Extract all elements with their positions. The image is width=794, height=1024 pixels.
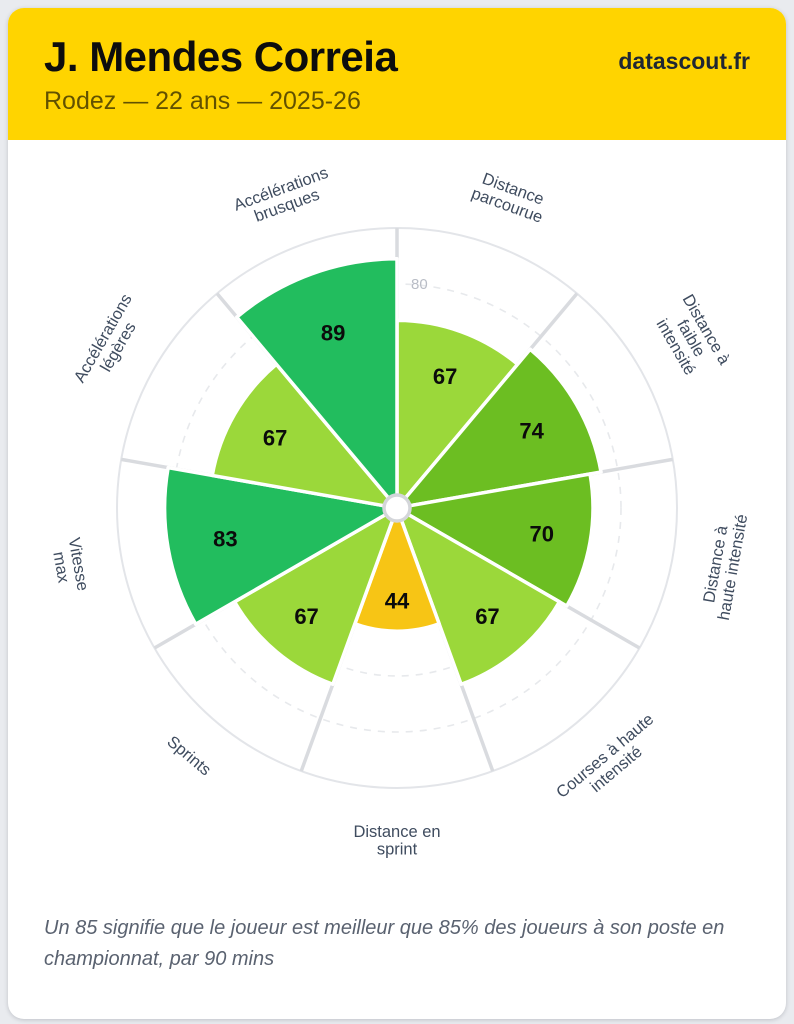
tick-label: 80: [411, 276, 428, 293]
slice-6: [232, 505, 399, 686]
slice-1: [395, 318, 520, 510]
slice-8: [210, 362, 399, 510]
slice-value-8: 67: [263, 425, 287, 450]
brand-logo: datascout.fr: [618, 48, 750, 74]
category-label-5: Distance en sprint: [353, 822, 440, 858]
pizza-chart: 67 74 70 67 44 67 83 67 89 80 Distanceparcourue Dis…: [47, 163, 752, 858]
footer-note: Un 85 signifie que le joueur est meilleu…: [44, 916, 725, 970]
card-header: J. Mendes Correia Rodez — 22 ans — 2025-…: [8, 8, 786, 140]
slice-value-7: 83: [213, 526, 237, 551]
page-title: J. Mendes Correia: [44, 33, 398, 80]
center-dot: [382, 492, 412, 523]
slice-7: [162, 465, 399, 626]
slice-3: [395, 471, 595, 608]
slice-value-2: 74: [519, 418, 544, 443]
slice-value-5: 44: [385, 588, 410, 613]
slice-value-4: 67: [475, 603, 499, 628]
category-label-9: Accélérationsbrusques: [231, 163, 336, 230]
slice-2: [395, 347, 603, 510]
header-text-block: J. Mendes Correia Rodez — 22 ans — 2025-…: [44, 33, 398, 116]
category-label-1: Distanceparcourue: [469, 168, 551, 227]
slice-value-6: 67: [294, 603, 318, 628]
slice-9: [235, 256, 399, 510]
slice-4: [395, 505, 562, 686]
category-label-2: Distance àfaibleintensité: [648, 291, 733, 386]
category-label-4: Courses à hauteintensité: [553, 710, 669, 815]
category-label-8: Accélérationslégères: [71, 291, 151, 395]
category-label-3: Distance àhaute intensité: [698, 509, 752, 621]
category-label-6: Sprints: [163, 732, 214, 779]
slice-value-9: 89: [321, 320, 345, 345]
category-label-7: Vitessemax: [47, 536, 91, 595]
player-subtitle: Rodez — 22 ans — 2025-26: [44, 87, 361, 116]
slice-value-3: 70: [530, 521, 554, 546]
slice-5: [353, 505, 441, 633]
slice-value-1: 67: [433, 363, 457, 388]
player-card: J. Mendes Correia Rodez — 22 ans — 2025-…: [8, 8, 786, 1019]
chart-container: 67 74 70 67 44 67 83 67 89 80 Distanceparcourue Dis…: [8, 156, 786, 867]
